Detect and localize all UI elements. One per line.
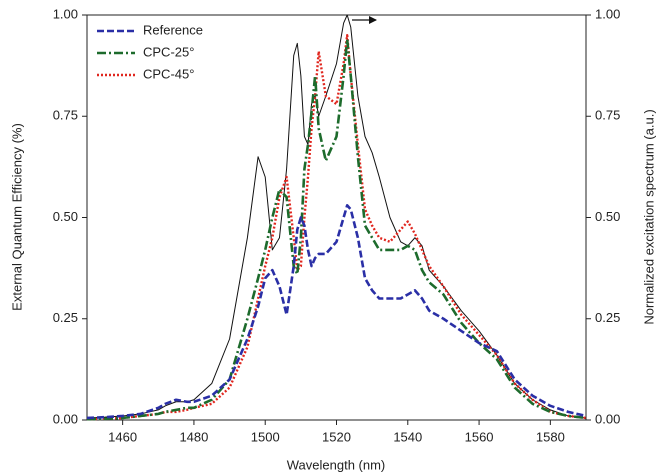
x-tick-label: 1480 [179, 429, 208, 444]
y-tick-label: 0.50 [53, 209, 78, 224]
x-tick-label: 1520 [322, 429, 351, 444]
x-tick-label: 1560 [465, 429, 494, 444]
legend-label: CPC-45° [143, 66, 194, 81]
y2-tick-label: 0.00 [595, 411, 620, 426]
legend-label: Reference [143, 22, 203, 37]
y-tick-label: 0.75 [53, 108, 78, 123]
x-tick-label: 1460 [108, 429, 137, 444]
series-line [86, 34, 587, 421]
series-line [86, 204, 587, 420]
legend-label: CPC-25° [143, 44, 194, 59]
y2-tick-label: 0.75 [595, 108, 620, 123]
y-tick-label: 1.00 [53, 6, 78, 21]
x-tick-label: 1540 [393, 429, 422, 444]
x-tick-label: 1580 [536, 429, 565, 444]
y-tick-label: 0.00 [53, 411, 78, 426]
x-axis-label: Wavelength (nm) [287, 457, 386, 472]
y2-tick-label: 1.00 [595, 6, 620, 21]
y-axis-label: External Quantum Efficiency (%) [9, 123, 24, 311]
y-tick-label: 0.25 [53, 310, 78, 325]
y2-axis-label: Normalized excitation spectrum (a.u.) [641, 109, 656, 324]
arrow-annotation [352, 16, 377, 24]
y2-tick-label: 0.25 [595, 310, 620, 325]
x-tick-label: 1500 [251, 429, 280, 444]
series-line [86, 38, 587, 421]
y2-tick-label: 0.50 [595, 209, 620, 224]
